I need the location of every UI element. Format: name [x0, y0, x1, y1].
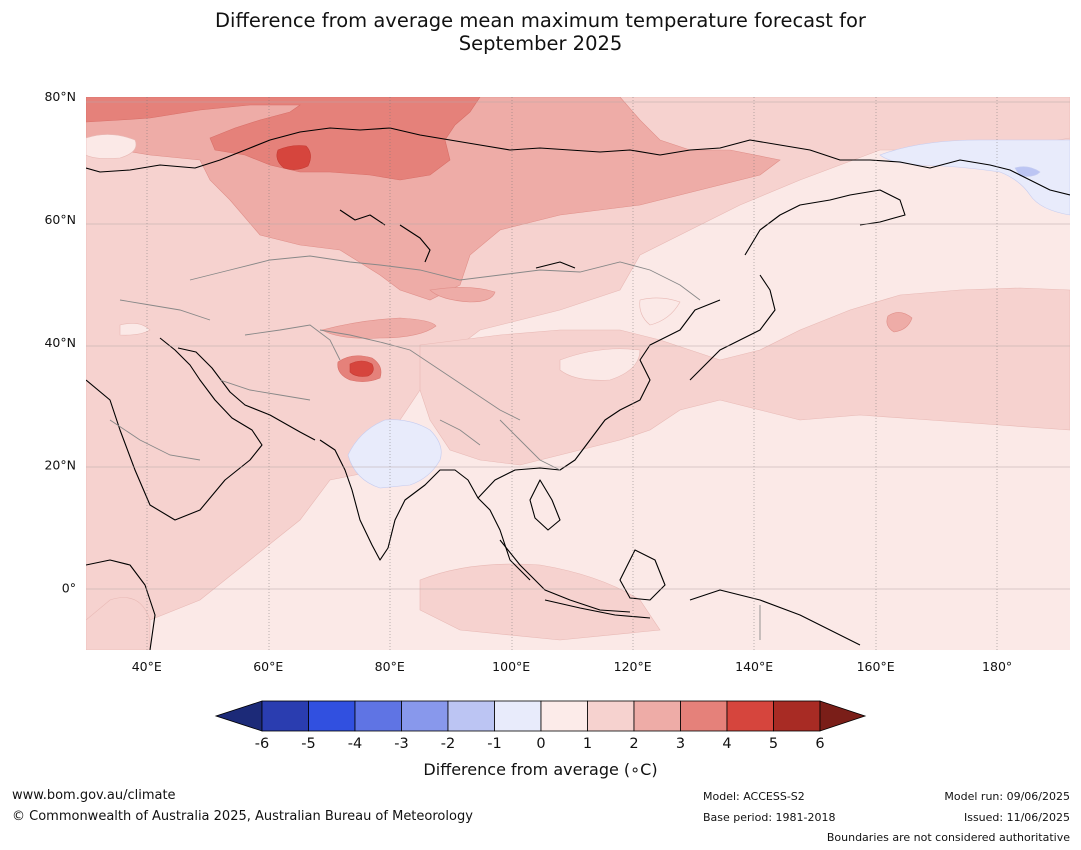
colorbar-swatch: [540, 700, 588, 732]
colorbar-tick-label: 4: [722, 736, 731, 752]
latitude-label: 40°N: [44, 335, 76, 350]
colorbar-over-arrow: [819, 700, 867, 732]
colorbar-swatch: [494, 700, 542, 732]
colorbar-swatch: [726, 700, 774, 732]
anomaly-minus-1-0-fields: [347, 139, 1070, 489]
longitude-label: 80°E: [375, 659, 405, 674]
colorbar-swatch: [447, 700, 495, 732]
colorbar-tick-label: -5: [301, 736, 315, 752]
country-boundaries: [109, 255, 761, 640]
colorbar-tick-label: -1: [487, 736, 501, 752]
colorbar-swatch: [633, 700, 681, 732]
colorbar-tick-label: 5: [769, 736, 778, 752]
colorbar-label: Difference from average (∘C): [0, 760, 1081, 779]
longitude-label: 160°E: [857, 659, 895, 674]
base-period-text: Base period: 1981-2018: [703, 811, 836, 824]
map-title: Difference from average mean maximum tem…: [0, 9, 1081, 55]
latitude-label: 80°N: [44, 89, 76, 104]
website-text: www.bom.gov.au/climate: [12, 788, 176, 803]
anomaly-4-5-fields: [276, 145, 374, 377]
copyright-text: © Commonwealth of Australia 2025, Austra…: [12, 809, 473, 824]
colorbar: -6 -5 -4 -3 -2 -1 0 1 2 3 4 5 6: [214, 700, 867, 752]
colorbar-tick-label: 1: [583, 736, 592, 752]
longitude-label: 60°E: [253, 659, 283, 674]
colorbar-tick-label: -6: [255, 736, 269, 752]
latitude-label: 0°: [62, 581, 76, 596]
title-line-1: Difference from average mean maximum tem…: [215, 9, 866, 32]
colorbar-under-arrow: [214, 700, 263, 732]
latitude-label: 20°N: [44, 458, 76, 473]
colorbar-swatch: [354, 700, 402, 732]
colorbar-swatch: [680, 700, 728, 732]
model-text: Model: ACCESS-S2: [703, 790, 805, 803]
longitude-label: 40°E: [132, 659, 162, 674]
longitude-label: 140°E: [735, 659, 773, 674]
title-line-2: September 2025: [458, 32, 623, 55]
latitude-labels: 80°N 60°N 40°N 20°N 0°: [44, 89, 76, 596]
colorbar-swatch: [261, 700, 309, 732]
colorbar-swatch: [308, 700, 356, 732]
colorbar-swatch: [401, 700, 449, 732]
graticule: [146, 97, 998, 650]
forecast-map: 80°N 60°N 40°N 20°N 0° 40°E 60°E 80°E 100°E 120°…: [44, 89, 1070, 674]
anomaly-light-patches: [86, 134, 681, 381]
colorbar-tick-label: -4: [348, 736, 362, 752]
disclaimer-text: Boundaries are not considered authoritat…: [826, 831, 1070, 844]
longitude-labels: 40°E 60°E 80°E 100°E 120°E 140°E 160°E 180°: [132, 659, 1012, 674]
colorbar-swatch: [773, 700, 821, 732]
colorbar-label-text: Difference from average (∘C): [423, 760, 658, 779]
colorbar-tick-label: 0: [536, 736, 545, 752]
longitude-label: 120°E: [614, 659, 652, 674]
latitude-lines: [86, 101, 1070, 590]
colorbar-tick-label: -2: [441, 736, 455, 752]
colorbar-tick-label: 6: [815, 736, 824, 752]
longitude-label: 180°: [982, 659, 1012, 674]
issued-text: Issued: 11/06/2025: [963, 811, 1070, 824]
colorbar-tick-label: -3: [394, 736, 408, 752]
longitude-label: 100°E: [492, 659, 530, 674]
coastlines: [86, 127, 1070, 650]
colorbar-swatch: [587, 700, 635, 732]
latitude-label: 60°N: [44, 212, 76, 227]
model-run-text: Model run: 09/06/2025: [944, 790, 1070, 803]
colorbar-tick-label: 2: [629, 736, 638, 752]
colorbar-tick-label: 3: [676, 736, 685, 752]
